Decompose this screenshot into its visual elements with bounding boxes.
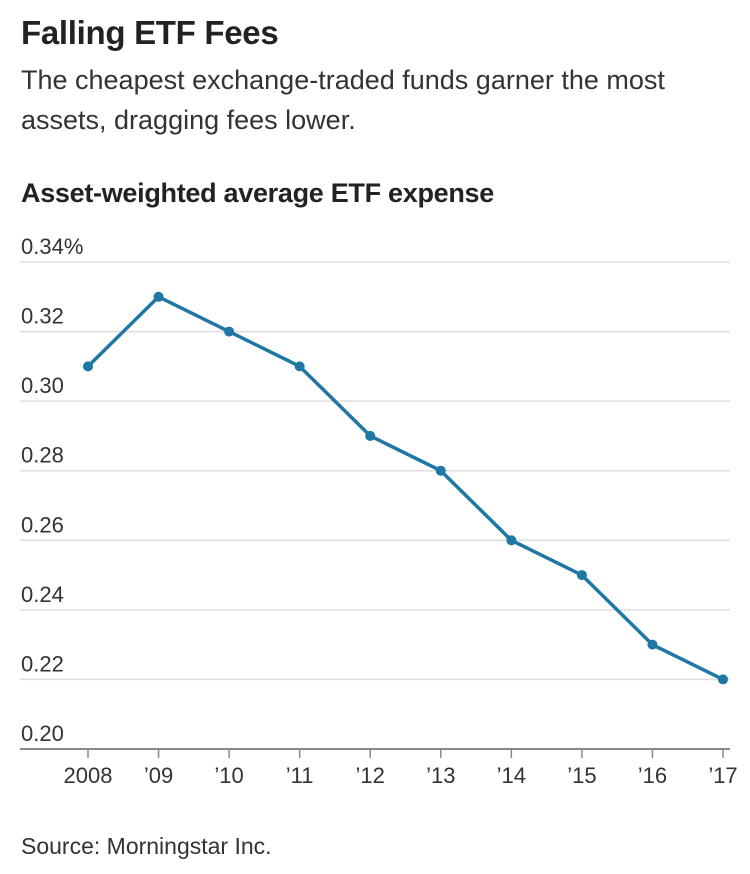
x-tick-label: ’16 [638,763,667,788]
x-tick-label: 2008 [64,763,113,788]
x-tick-label: ’13 [426,763,455,788]
series-layer [83,291,728,685]
data-point [224,326,235,337]
y-tick-label: 0.30 [21,373,64,398]
y-tick-label: 0.26 [21,512,64,537]
x-tick-label: ’15 [567,763,596,788]
page-title: Falling ETF Fees [21,14,279,51]
page-subtitle: The cheapest exchange-traded funds garne… [21,65,665,135]
y-tick-label: 0.22 [21,651,64,676]
chart-title: Asset-weighted average ETF expense [21,178,494,208]
data-point [83,361,93,372]
y-tick-label: 0.34% [21,234,83,259]
x-tick-label: ’17 [708,763,737,788]
data-point [435,465,446,476]
y-tick-label: 0.24 [21,582,64,607]
data-point [718,674,728,685]
x-tick-label: ’12 [356,763,385,788]
y-tick-label: 0.32 [21,304,64,329]
series-line [86,295,725,682]
data-point [647,639,658,650]
x-axis-tick-labels: 2008 ’09 ’10 ’11 ’12 ’13 ’14 ’15 ’16 ’17 [64,763,738,788]
y-tick-label: 0.20 [21,721,64,746]
grid-lines [20,261,730,681]
x-tick-label: ’11 [286,763,314,788]
y-tick-label: 0.28 [21,443,64,468]
source-note: Source: Morningstar Inc. [21,833,272,859]
data-point [576,570,587,581]
data-point [294,361,305,372]
x-tick-label: ’10 [214,763,243,788]
data-point [153,291,164,302]
x-tick-label: ’14 [497,763,526,788]
y-axis-tick-labels: 0.20 0.22 0.24 0.26 0.28 0.30 0.32 0.34% [21,234,83,746]
x-tick-label: ’09 [144,763,173,788]
data-point [506,535,517,546]
x-axis [20,748,730,758]
data-point [365,430,376,441]
